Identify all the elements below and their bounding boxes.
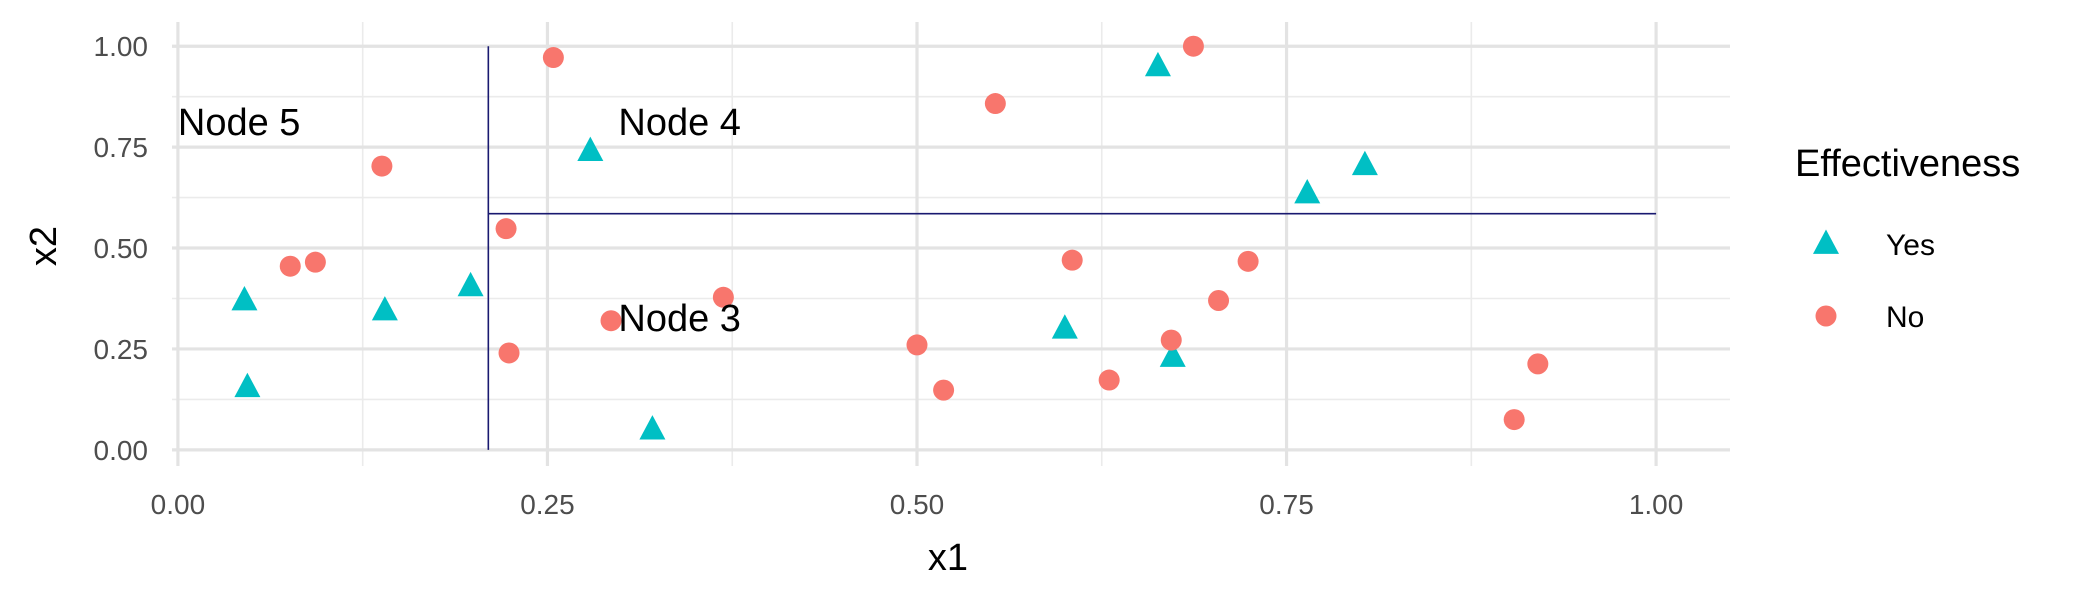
legend-title: Effectiveness	[1795, 143, 2020, 185]
x-tick-label: 1.00	[1629, 489, 1684, 520]
data-point-circle	[542, 47, 564, 69]
data-point-triangle	[1051, 314, 1078, 339]
node-annotations: Node 5 Node 4 Node 3	[178, 102, 741, 340]
data-point-triangle	[639, 415, 666, 440]
grid	[172, 22, 1730, 466]
x-tick-label: 0.75	[1259, 489, 1314, 520]
y-tick-label: 0.25	[94, 334, 149, 365]
legend-key-triangle	[1813, 229, 1839, 254]
axes: x1 x2 0.00 0.25 0.50 0.75 1.00 0.00 0.25 0.50 0.…	[23, 31, 1683, 579]
data-point-triangle	[1294, 179, 1321, 204]
x-tick-label: 0.00	[151, 489, 206, 520]
data-point-circle	[1527, 353, 1549, 375]
node-label: Node 3	[618, 298, 741, 340]
data-point-circle	[1237, 250, 1259, 272]
data-point-circle	[279, 255, 301, 277]
data-point-triangle	[1144, 51, 1171, 77]
y-tick-label: 0.00	[94, 435, 149, 466]
data-point-circle	[984, 93, 1006, 115]
split-lines	[487, 46, 1657, 450]
y-tick-label: 0.50	[94, 233, 149, 264]
data-point-circle	[1160, 329, 1182, 351]
legend-label: No	[1886, 301, 1924, 334]
data-point-triangle	[577, 136, 604, 161]
data-point-triangle	[371, 296, 398, 321]
data-point-circle	[1061, 249, 1083, 271]
data-point-circle	[1208, 290, 1230, 312]
data-point-circle	[1503, 409, 1525, 431]
y-axis-title: x2	[23, 226, 65, 266]
y-tick-label: 0.75	[94, 132, 149, 163]
data-point-circle	[906, 334, 928, 356]
data-point-circle	[933, 379, 955, 401]
x-tick-label: 0.25	[520, 489, 575, 520]
data-point-triangle	[231, 286, 258, 311]
data-point-circle	[498, 342, 520, 364]
node-label: Node 4	[618, 102, 741, 144]
legend: Effectiveness Yes No	[1795, 143, 2020, 334]
data-point-circle	[600, 310, 622, 332]
node-label: Node 5	[178, 102, 301, 144]
data-point-triangle	[1351, 150, 1378, 176]
data-points	[231, 35, 1549, 440]
data-point-triangle	[234, 372, 261, 398]
data-point-triangle	[457, 271, 484, 297]
data-point-triangle	[1159, 342, 1186, 367]
y-tick-label: 1.00	[94, 31, 149, 62]
data-point-circle	[1098, 369, 1120, 391]
data-point-circle	[1182, 35, 1204, 57]
x-tick-label: 0.50	[890, 489, 945, 520]
data-point-circle	[304, 251, 326, 273]
data-point-circle	[712, 286, 734, 308]
legend-key-circle	[1815, 305, 1837, 327]
legend-label: Yes	[1886, 229, 1935, 262]
data-point-circle	[371, 155, 393, 177]
data-point-circle	[495, 218, 517, 240]
x-axis-title: x1	[928, 537, 968, 579]
